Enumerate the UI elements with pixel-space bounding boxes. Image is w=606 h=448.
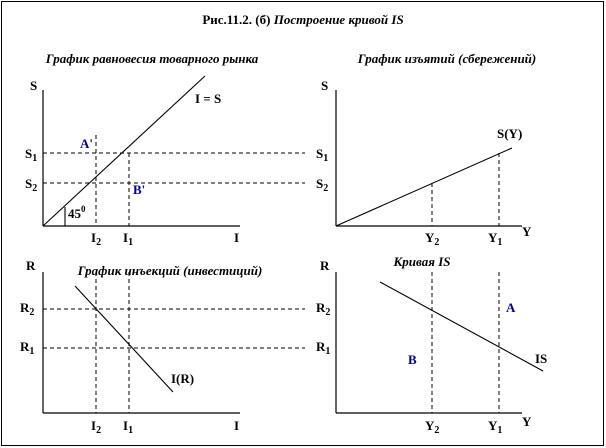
investment-line xyxy=(74,285,174,393)
r2-label: R2 xyxy=(316,300,330,318)
panel-title: График изъятий (сбережений) xyxy=(357,51,536,66)
panel-goods-market: График равновесия товарного рынка S I I … xyxy=(25,51,305,248)
panel-title: Кривая IS xyxy=(392,254,450,269)
point-a-prime: A' xyxy=(80,136,93,151)
investment-line-label: I(R) xyxy=(171,371,194,386)
figure-title: Рис.11.2. (б) Построение кривой IS xyxy=(202,12,403,27)
y2-label: Y2 xyxy=(425,418,439,436)
y-axis-label: S xyxy=(30,78,37,93)
y-axis-label: R xyxy=(26,258,36,273)
i1-label: I1 xyxy=(123,230,133,248)
x-axis-label: I xyxy=(234,418,239,433)
s2-label: S2 xyxy=(25,176,37,194)
x-axis-label: Y xyxy=(522,414,532,429)
i2-label: I2 xyxy=(91,418,101,436)
point-a: A xyxy=(506,300,516,315)
y1-label: Y1 xyxy=(488,230,502,248)
s2-label: S2 xyxy=(316,176,328,194)
y2-label: Y2 xyxy=(425,230,439,248)
r1-label: R1 xyxy=(316,339,330,357)
angle-label: 450 xyxy=(68,204,86,221)
s1-label: S1 xyxy=(316,146,328,164)
panel-is-curve: Кривая IS R Y IS R2 R1 Y2 Y1 A B xyxy=(316,254,547,436)
y-axis-label: S xyxy=(321,78,328,93)
savings-line-label: S(Y) xyxy=(497,126,522,141)
i1-label: I1 xyxy=(123,418,133,436)
panel-title: График равновесия товарного рынка xyxy=(45,51,259,66)
panel-investment: График инъекций (инвестиций) R I I(R) R2… xyxy=(20,258,305,436)
y1-label: Y1 xyxy=(488,418,502,436)
savings-line xyxy=(335,147,513,227)
point-b-prime: B' xyxy=(133,182,145,197)
r1-label: R1 xyxy=(20,339,34,357)
equilibrium-line-label: I = S xyxy=(195,91,221,106)
panel-title: График инъекций (инвестиций) xyxy=(77,263,263,278)
x-axis-label: I xyxy=(234,230,239,245)
equilibrium-line xyxy=(42,75,206,227)
i2-label: I2 xyxy=(91,230,101,248)
is-curve-label: IS xyxy=(535,351,547,366)
x-axis-label: Y xyxy=(522,224,532,239)
point-b: B xyxy=(408,352,417,367)
is-curve-line xyxy=(379,281,544,372)
r2-label: R2 xyxy=(20,300,34,318)
s1-label: S1 xyxy=(25,146,37,164)
panel-savings: График изъятий (сбережений) S Y S(Y) S1 … xyxy=(316,51,536,248)
y-axis-label: R xyxy=(320,258,330,273)
